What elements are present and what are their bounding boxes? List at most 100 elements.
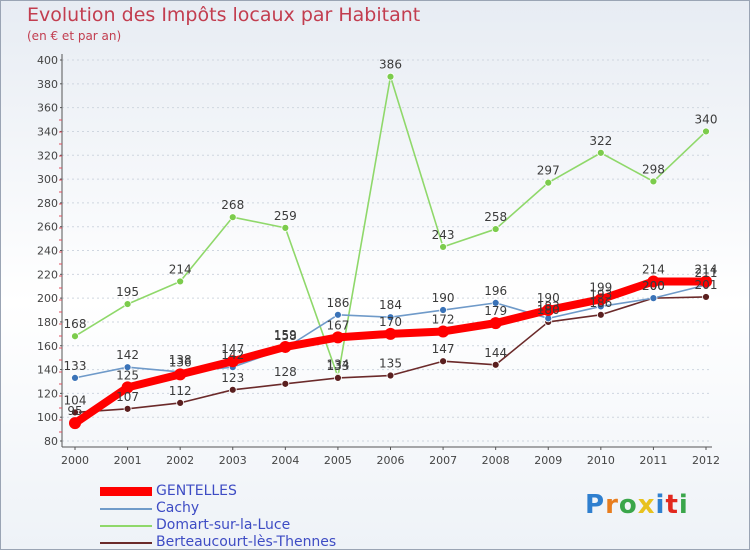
data-point [386,313,395,322]
data-label: 104 [64,393,87,407]
data-label: 214 [695,262,718,276]
data-point [334,310,342,319]
data-point [596,148,605,157]
x-tick-label: 2011 [639,454,667,467]
data-point [700,275,712,288]
legend-label: Domart-sur-la-Luce [156,517,291,533]
data-label: 258 [484,210,507,224]
legend-label: Berteaucourt-lès-Thennes [156,534,337,550]
y-tick-label: 380 [37,78,58,91]
logo-letter: o [618,490,638,520]
data-label: 193 [589,287,612,301]
y-tick-label: 100 [37,411,58,424]
data-label: 142 [116,348,139,362]
data-point [281,223,290,232]
x-tick-label: 2005 [324,454,352,467]
legend-swatch [100,525,152,527]
data-label: 386 [379,58,402,72]
y-tick-label: 160 [37,340,58,353]
y-tick-label: 280 [37,197,58,210]
x-tick-label: 2009 [534,454,562,467]
data-point [384,327,397,340]
x-tick-label: 2012 [692,454,720,467]
data-label: 214 [169,262,192,276]
logo-letter: t [665,490,679,520]
data-label: 180 [537,303,560,317]
data-point [649,294,658,303]
data-label: 158 [274,329,297,343]
data-label: 179 [484,304,507,318]
data-label: 268 [221,198,244,212]
data-point [542,304,555,317]
data-point [123,363,132,372]
data-point [226,355,239,368]
data-label: 144 [484,346,507,360]
x-tick-label: 2003 [219,454,247,467]
chart-subtitle: (en € et par an) [27,29,122,43]
data-label: 297 [537,164,560,178]
data-label: 142 [221,348,244,362]
data-point [123,404,132,413]
data-label: 159 [274,328,297,342]
data-label: 138 [169,353,192,367]
data-label: 259 [274,209,297,223]
legend-swatch [100,487,152,496]
data-point [121,381,134,394]
data-point [437,325,450,338]
data-label: 184 [379,298,402,312]
y-tick-label: 80 [44,435,58,448]
x-tick-label: 2000 [61,454,89,467]
data-label: 211 [695,266,718,280]
data-label: 200 [642,279,665,293]
data-label: 190 [432,291,455,305]
data-label: 190 [537,291,560,305]
y-tick-label: 240 [37,245,58,258]
data-labels: 133 142 138 142 158 186 184 190 196 183 193 200 211 1… [64,58,718,418]
axes: 80 100 120 140 160 180 200 220 240 260 280 300 320 34… [37,54,720,467]
data-point [439,306,447,314]
data-label: 186 [589,296,612,310]
data-label: 147 [432,342,455,356]
x-tick-label: 2008 [482,454,510,467]
data-point [649,177,658,186]
y-tick-label: 340 [37,125,58,138]
data-label: 243 [432,228,455,242]
data-point [491,360,500,369]
data-label: 170 [379,315,402,329]
data-point [176,277,185,286]
x-tick-label: 2010 [587,454,615,467]
data-label: 133 [326,359,349,373]
data-point [174,368,187,381]
y-tick-label: 400 [37,54,58,67]
data-point [489,317,502,330]
x-tick-label: 2006 [377,454,405,467]
data-label: 167 [326,318,349,332]
data-label: 183 [537,299,560,313]
data-point [281,379,290,388]
data-label: 168 [64,317,87,331]
series-layer [69,72,712,430]
y-tick-label: 320 [37,149,58,162]
logo-letter: P [585,490,606,520]
data-label: 123 [221,371,244,385]
data-point [71,408,79,417]
logo-letter: x [637,490,656,520]
x-tick-label: 2002 [166,454,194,467]
data-point [334,373,342,382]
data-label: 95 [67,404,82,418]
data-label: 147 [221,342,244,356]
data-label: 136 [169,355,192,369]
logo-letter: r [605,490,619,520]
data-label: 112 [169,384,192,398]
data-label: 200 [642,279,665,293]
data-point [123,300,132,308]
data-point [71,332,79,341]
data-point [228,213,237,222]
data-point [702,293,710,301]
data-point [439,357,447,366]
data-label: 133 [64,359,87,373]
data-point [647,275,660,288]
data-point [71,373,79,382]
